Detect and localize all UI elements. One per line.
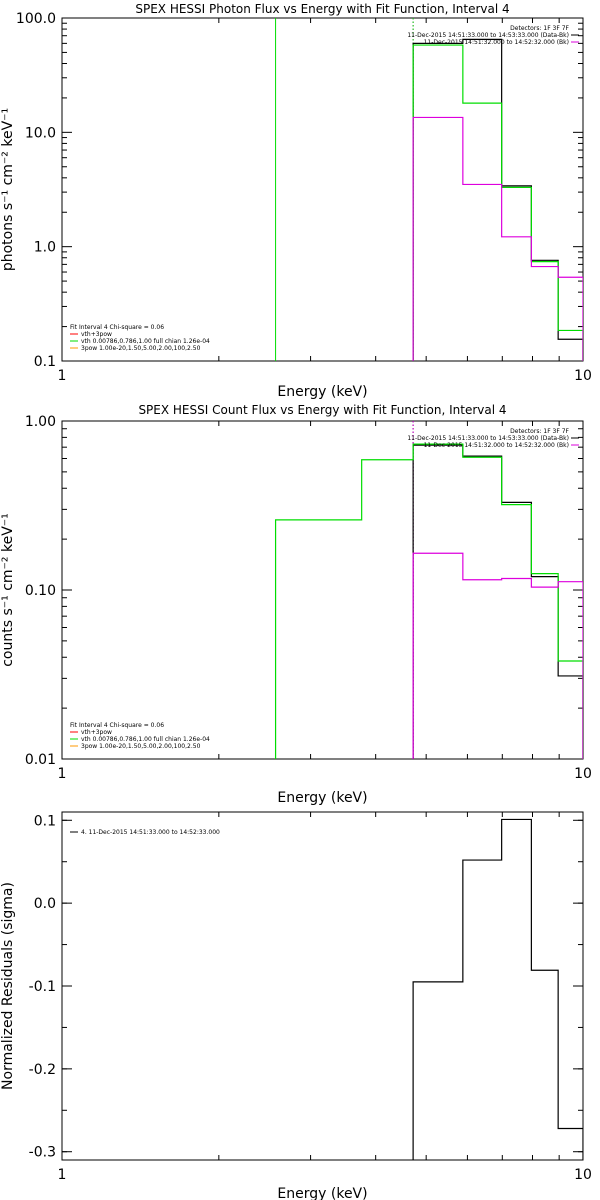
legend-text: 3pow 1.00e-20,1.50,5.00,2.00,100,2.50 (81, 743, 201, 750)
y-tick-label: 0.10 (25, 583, 56, 599)
chart-panel-2: SPEX HESSI Count Flux vs Energy with Fit… (0, 403, 592, 806)
x-tick-label: 10 (574, 1167, 592, 1183)
plot-frame (61, 17, 584, 362)
y-tick-label: 0.1 (34, 813, 56, 829)
legend-text: vth 0.00786,0.786,1.00 full chian 1.26e-… (81, 736, 210, 743)
legend-text: 3pow 1.00e-20,1.50,5.00,2.00,100,2.50 (81, 345, 201, 352)
series-step-black (412, 818, 583, 1160)
plot-frame (61, 420, 584, 760)
x-tick-label: 1 (58, 368, 67, 384)
y-tick-label: 1.00 (25, 414, 56, 430)
plot-frame (61, 811, 584, 1161)
legend-text: vth+3pow (81, 729, 112, 736)
series-step-magenta (412, 116, 583, 361)
series-step-green (274, 443, 583, 759)
x-tick-label: 1 (58, 766, 67, 782)
legend-text: vth+3pow (81, 331, 112, 338)
y-tick-label: 10.0 (25, 125, 56, 141)
series-step-green (412, 44, 583, 361)
y-tick-label: 1.0 (34, 240, 56, 256)
x-axis-label: Energy (keV) (277, 1186, 367, 1200)
y-tick-label: 0.1 (34, 354, 56, 370)
series-step-black (412, 38, 583, 361)
x-tick-label: 10 (574, 368, 592, 384)
chart-title: SPEX HESSI Photon Flux vs Energy with Fi… (135, 2, 509, 16)
chart-panel-3: 1 10 0.1 0.0 -0.1 -0.2 -0.3 Energy (keV) Normali… (0, 811, 592, 1200)
y-axis-label: Normalized Residuals (sigma) (0, 882, 16, 1090)
y-tick-label: 0.01 (25, 752, 56, 768)
legend-text: vth 0.00786,0.786,1.00 full chian 1.26e-… (81, 338, 210, 345)
plot-area (274, 421, 583, 759)
info-text: 11-Dec-2015 14:51:32.000 to 14:52:32.000… (424, 39, 569, 46)
chart-panel-1: SPEX HESSI Photon Flux vs Energy with Fi… (0, 2, 592, 400)
y-tick-label: -0.2 (29, 1062, 56, 1078)
info-text: 11-Dec-2015 14:51:33.000 to 14:53:33.000… (407, 435, 569, 442)
y-tick-label: -0.3 (29, 1145, 56, 1161)
chart-title: SPEX HESSI Count Flux vs Energy with Fit… (138, 403, 506, 417)
x-axis-label: Energy (keV) (277, 384, 367, 400)
legend-text: Fit Interval 4 Chi-square = 0.06 (70, 722, 164, 729)
plot-area (412, 818, 583, 1160)
y-tick-label: -0.1 (29, 979, 56, 995)
info-text: 11-Dec-2015 14:51:32.000 to 14:52:32.000… (424, 442, 569, 449)
y-tick-label: 0.0 (34, 896, 56, 912)
y-axis-label: photons s⁻¹ cm⁻² keV⁻¹ (0, 108, 16, 271)
x-axis-label: Energy (keV) (277, 790, 367, 806)
legend-text: 4. 11-Dec-2015 14:51:33.000 to 14:52:33.… (81, 829, 220, 836)
info-text: Detectors: 1F 3F 7F (510, 428, 569, 435)
legend-text: Fit Interval 4 Chi-square = 0.06 (70, 324, 164, 331)
info-text: 11-Dec-2015 14:51:33.000 to 14:53:33.000… (407, 32, 569, 39)
x-tick-label: 10 (574, 766, 592, 782)
plot-area (275, 18, 583, 361)
series-step-magenta (412, 552, 583, 759)
y-axis-label: counts s⁻¹ cm⁻² keV⁻¹ (0, 513, 16, 667)
x-tick-label: 1 (58, 1167, 67, 1183)
series-step-black (412, 444, 583, 759)
y-tick-label: 100.0 (16, 11, 56, 27)
info-text: Detectors: 1F 3F 7F (510, 25, 569, 32)
